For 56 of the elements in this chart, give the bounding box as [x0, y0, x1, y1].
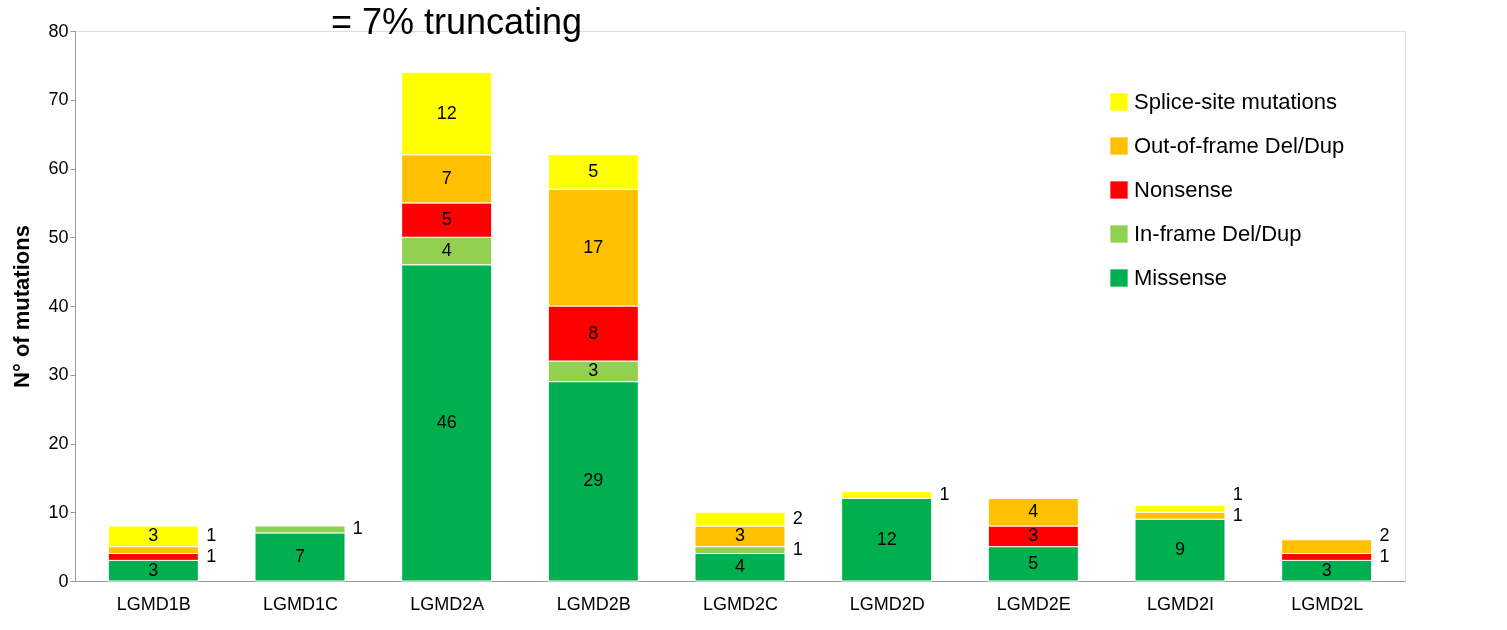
- data-label: 1: [1232, 483, 1243, 504]
- data-label: 5: [441, 209, 452, 230]
- data-label: 1: [1232, 504, 1243, 525]
- data-label: 1: [1379, 545, 1390, 566]
- y-tick-label: 60: [48, 158, 69, 178]
- data-label: 1: [206, 545, 217, 566]
- x-tick-label: LGMD1B: [116, 593, 191, 614]
- data-label: 3: [1028, 525, 1039, 546]
- legend-label: Splice-site mutations: [1134, 89, 1337, 114]
- x-tick-label: LGMD2C: [702, 593, 779, 614]
- x-tick-label: LGMD1C: [262, 593, 339, 614]
- data-label: 12: [876, 528, 897, 549]
- y-axis-title: N° of mutations: [9, 225, 35, 388]
- y-tick-label: 0: [58, 570, 69, 591]
- data-label: 17: [583, 236, 604, 257]
- data-label: 4: [734, 556, 746, 577]
- x-tick-label: LGMD2E: [996, 593, 1071, 614]
- chart-title: = 7% truncating: [330, 1, 583, 42]
- data-label: 3: [148, 525, 159, 546]
- data-label: 4: [1028, 501, 1039, 522]
- data-label: 1: [939, 484, 950, 505]
- y-tick-label: 50: [48, 226, 69, 247]
- data-label: 3: [1321, 559, 1332, 580]
- legend-label: Missense: [1134, 265, 1227, 290]
- x-tick-label: LGMD2L: [1291, 593, 1364, 614]
- y-tick-label: 30: [48, 364, 69, 385]
- data-label: 4: [441, 240, 452, 260]
- legend-label: Out-of-frame Del/Dup: [1134, 133, 1345, 158]
- data-label: 1: [206, 524, 217, 545]
- x-tick-label: LGMD2B: [556, 593, 631, 614]
- data-label: 2: [1379, 524, 1390, 545]
- y-tick-label: 10: [48, 501, 69, 522]
- x-tick-label: LGMD2I: [1146, 593, 1215, 614]
- data-label: 46: [436, 411, 457, 432]
- data-label: 1: [792, 539, 803, 560]
- data-label: 5: [588, 160, 599, 181]
- legend-label: In-frame Del/Dup: [1134, 221, 1302, 246]
- data-label: 3: [734, 525, 746, 546]
- y-tick-label: 70: [48, 89, 69, 110]
- y-tick-label: 20: [48, 433, 69, 453]
- data-label: 1: [352, 518, 363, 539]
- data-label: 2: [792, 508, 803, 529]
- data-label: 7: [441, 167, 452, 188]
- data-label: 8: [588, 322, 599, 343]
- data-label: 5: [1028, 552, 1039, 573]
- data-label: 3: [588, 360, 599, 381]
- data-label: 3: [148, 559, 159, 580]
- y-tick-label: 40: [48, 295, 69, 316]
- x-tick-label: LGMD2A: [410, 593, 485, 614]
- data-label: 7: [294, 545, 306, 566]
- data-label: 9: [1174, 539, 1186, 560]
- data-label: 29: [583, 470, 604, 491]
- x-tick-label: LGMD2D: [849, 593, 925, 614]
- data-label: 12: [436, 102, 457, 123]
- y-tick-label: 80: [48, 20, 69, 41]
- legend-label: Nonsense: [1134, 177, 1234, 202]
